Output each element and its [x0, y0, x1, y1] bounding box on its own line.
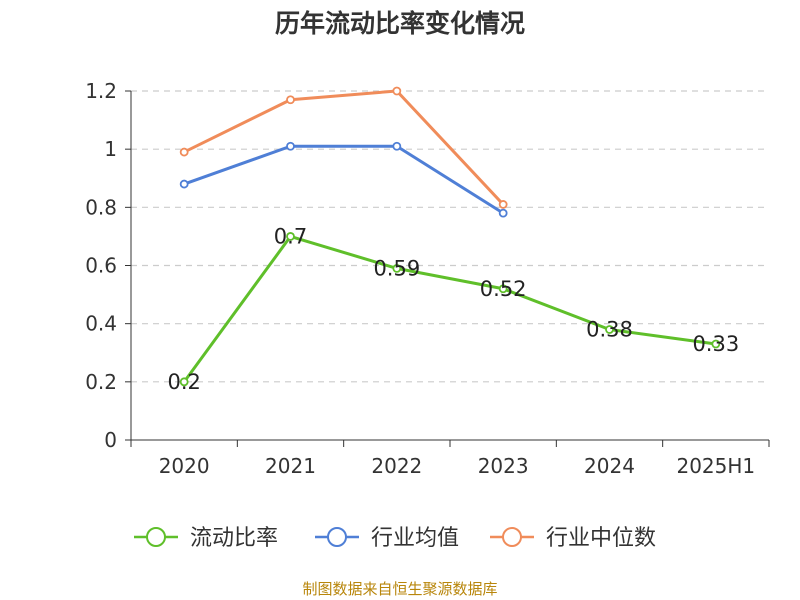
- data-label: 0.38: [586, 317, 633, 341]
- data-label: 0.52: [480, 277, 527, 301]
- chart-title: 历年流动比率变化情况: [274, 9, 525, 38]
- x-tick-label: 2024: [584, 454, 635, 478]
- legend-item[interactable]: 流动比率: [134, 526, 278, 551]
- y-tick-label: 1.2: [85, 79, 117, 103]
- legend-label: 流动比率: [190, 526, 278, 551]
- data-point[interactable]: [286, 232, 295, 241]
- x-tick-label: 2023: [478, 454, 529, 478]
- data-point[interactable]: [286, 141, 295, 151]
- legend[interactable]: 流动比率 行业均值 行业中位数: [134, 526, 656, 551]
- y-tick-label: 0: [104, 428, 117, 452]
- y-tick-label: 0.2: [85, 370, 117, 394]
- data-label: 0.2: [167, 370, 200, 394]
- y-tick-label: 0.8: [85, 195, 117, 219]
- data-label: 0.33: [692, 332, 739, 356]
- y-tick-label: 0.6: [85, 254, 117, 278]
- legend-marker: [502, 527, 522, 547]
- data-label: 0.59: [373, 256, 420, 280]
- data-point[interactable]: [392, 141, 402, 151]
- legend-label: 行业中位数: [546, 526, 656, 551]
- series-line: [183, 89, 505, 206]
- data-point[interactable]: [179, 179, 189, 189]
- series-line: [182, 234, 717, 383]
- axes: 0 0.2 0.4 0.6 0.8 1 1.2 2020 2021 2022 2023 2024 202…: [85, 79, 770, 478]
- legend-label: 行业均值: [371, 526, 459, 551]
- data-point[interactable]: [286, 95, 295, 105]
- legend-item[interactable]: 行业中位数: [490, 526, 656, 551]
- data-point[interactable]: [392, 86, 402, 96]
- y-tick-label: 1: [104, 137, 117, 161]
- data-point[interactable]: [498, 284, 508, 294]
- legend-marker: [327, 527, 347, 547]
- y-tick-label: 0.4: [85, 312, 117, 336]
- x-tick-label: 2025H1: [676, 454, 755, 478]
- legend-item[interactable]: 行业均值: [315, 526, 459, 551]
- source-note: 制图数据来自恒生聚源数据库: [302, 580, 498, 598]
- data-point[interactable]: [179, 377, 189, 387]
- data-label: 0.7: [274, 224, 307, 248]
- series-lines: [179, 86, 721, 387]
- data-point[interactable]: [498, 200, 508, 209]
- x-tick-label: 2020: [159, 454, 210, 478]
- legend-marker: [146, 527, 166, 547]
- data-point[interactable]: [711, 339, 721, 349]
- x-tick-label: 2022: [371, 454, 422, 478]
- x-tick-label: 2021: [265, 454, 316, 478]
- data-labels: 0.2 0.7 0.59 0.52 0.38 0.33: [167, 224, 739, 393]
- data-point[interactable]: [392, 264, 402, 273]
- data-point[interactable]: [179, 147, 189, 157]
- data-point[interactable]: [498, 208, 508, 218]
- series-line: [183, 144, 504, 215]
- data-point[interactable]: [605, 325, 614, 334]
